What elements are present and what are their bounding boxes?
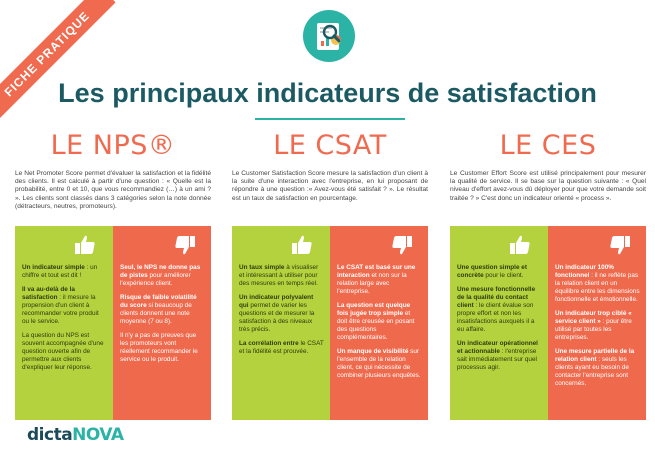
- con-item: La question est quelque fois jugée trop …: [337, 302, 415, 341]
- con-item: Un manque de visibilité sur l'ensemble d…: [337, 348, 421, 379]
- thumbs-up-icon: [75, 235, 95, 254]
- con-item: Un indicateur 100% fonctionnel : il ne r…: [555, 264, 640, 303]
- pro-item: Un indicateur simple : un chiffre et tou…: [22, 264, 98, 279]
- brand-part-2: NOVA: [72, 425, 124, 445]
- con-item: Il n'y a pas de preuves que les promoteu…: [120, 332, 198, 363]
- pros-box: Un taux simple à visualiser et intéressa…: [232, 226, 330, 420]
- column-heading: LE NPS®: [50, 130, 176, 161]
- pro-item: La corrélation entre le CSAT et la fidél…: [239, 340, 324, 355]
- con-item: Risque de faible volatilité du score si …: [120, 294, 197, 325]
- column-description: Le Net Promoter Score permet d'évaluer l…: [15, 170, 211, 210]
- con-item: Un indicateur trop ciblé « service clien…: [555, 310, 632, 341]
- pros-cons-boxes: Un taux simple à visualiser et intéressa…: [232, 226, 428, 420]
- pro-item: Une mesure fonctionnelle de la qualité d…: [457, 286, 536, 333]
- cons-box: Seul, le NPS ne donne pas de pistes pour…: [113, 226, 211, 420]
- ribbon-wrapper: FICHE PRATIQUE: [0, 0, 130, 130]
- cons-box: Un indicateur 100% fonctionnel : il ne r…: [548, 226, 646, 420]
- thumbs-down-icon: [175, 236, 195, 255]
- pros-cons-boxes: Une question simple et concrète pour le …: [450, 226, 646, 420]
- pro-item: Un taux simple à visualiser et intéressa…: [239, 264, 319, 287]
- title-divider: [255, 118, 405, 120]
- cons-box: Le CSAT est basé sur une interaction et …: [330, 226, 428, 420]
- pro-item: Un indicateur polyvalent qui permet de v…: [239, 294, 315, 333]
- thumbs-up-icon: [510, 235, 530, 254]
- thumbs-up-icon: [292, 235, 312, 254]
- con-item: Seul, le NPS ne donne pas de pistes pour…: [120, 264, 201, 287]
- column-nps: LE NPS® Le Net Promoter Score permet d'é…: [15, 130, 211, 420]
- pros-box: Un indicateur simple : un chiffre et tou…: [15, 226, 113, 420]
- pros-box: Une question simple et concrète pour le …: [450, 226, 548, 420]
- brand-part-1: dicta: [27, 425, 73, 445]
- pro-item: Un indicateur opérationnel et actionnabl…: [457, 340, 538, 371]
- column-description: Le Customer Effort Score est utilisé pri…: [450, 170, 646, 202]
- pro-item: La question du NPS est souvent accompagn…: [22, 332, 104, 371]
- column-heading: LE CSAT: [273, 130, 387, 161]
- column-heading: LE CES: [499, 130, 597, 161]
- pros-cons-boxes: Un indicateur simple : un chiffre et tou…: [15, 226, 211, 420]
- column-csat: LE CSAT Le Customer Satisfaction Score m…: [232, 130, 428, 420]
- con-item: Une mesure partielle de la relation clie…: [555, 348, 635, 387]
- column-description: Le Customer Satisfaction Score mesure la…: [232, 170, 428, 202]
- brand-logo: dictaNOVA: [27, 425, 124, 445]
- column-ces: LE CES Le Customer Effort Score est util…: [450, 130, 646, 420]
- page-title: Les principaux indicateurs de satisfacti…: [58, 78, 597, 108]
- thumbs-down-icon: [392, 236, 412, 255]
- pro-item: Il va au-delà de la satisfaction : il me…: [22, 286, 99, 325]
- thumbs-down-icon: [610, 236, 630, 255]
- con-item: Le CSAT est basé sur une interaction et …: [337, 264, 416, 295]
- magnifier-chart-icon: [303, 10, 355, 62]
- pro-item: Une question simple et concrète pour le …: [457, 264, 527, 279]
